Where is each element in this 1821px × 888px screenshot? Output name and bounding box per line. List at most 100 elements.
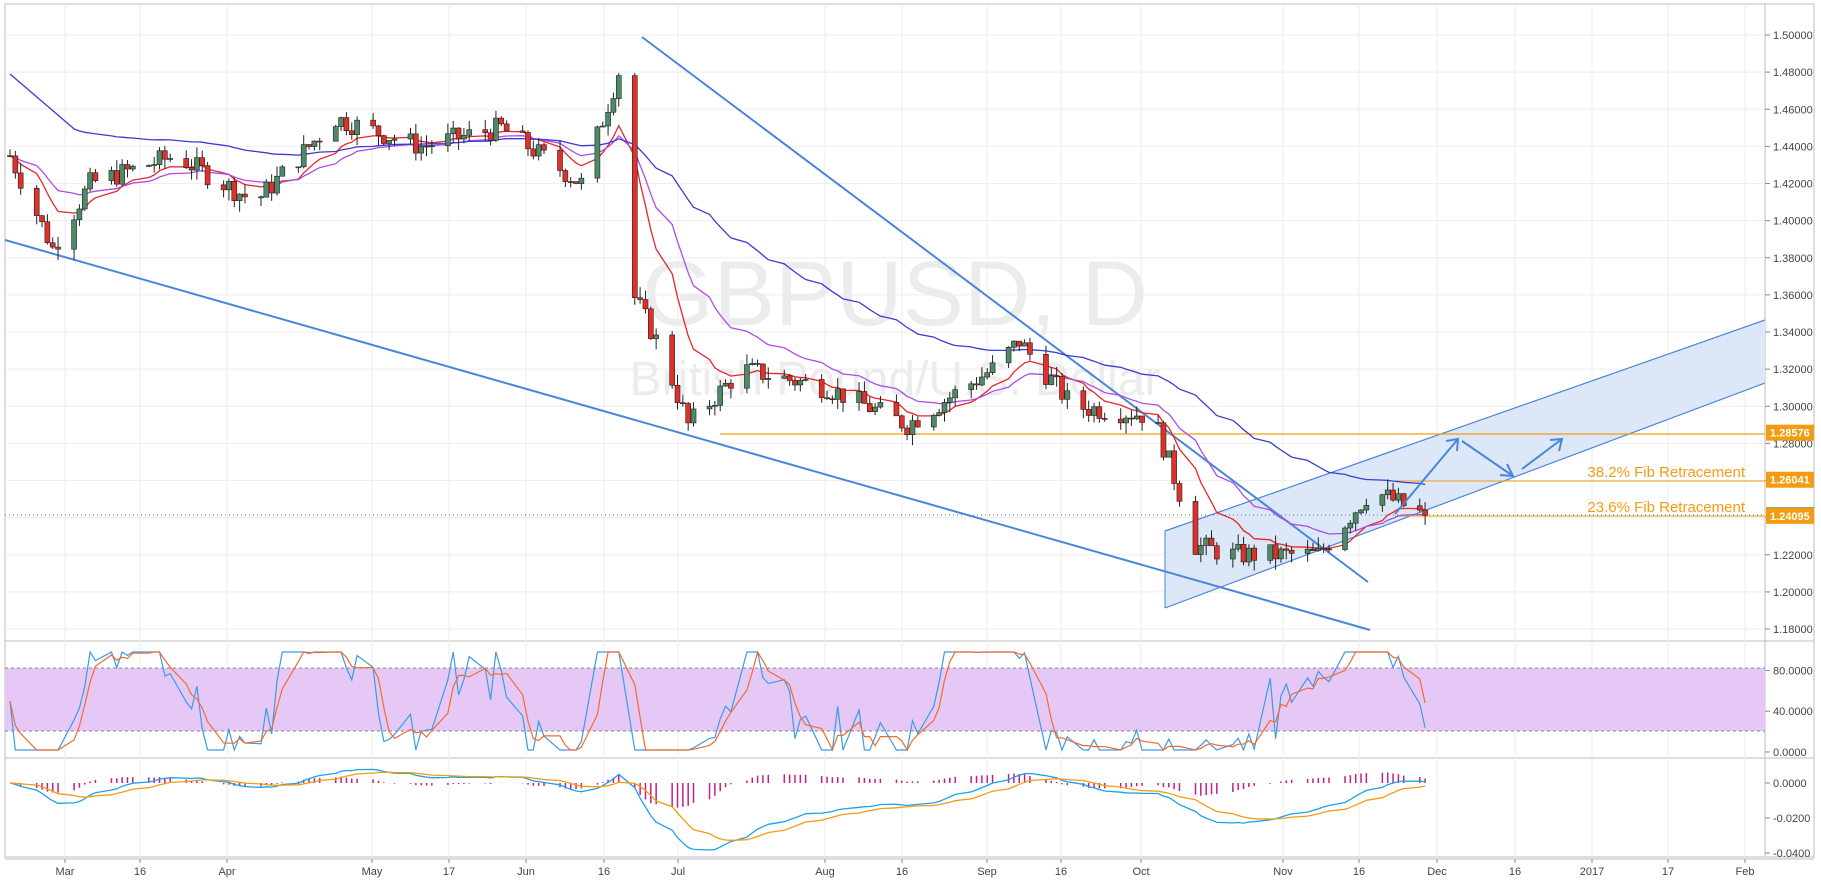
candle-body: [199, 157, 206, 166]
time-tick-label: Mar: [56, 866, 75, 878]
time-tick-label: Sep: [977, 866, 997, 878]
time-tick-label: 17: [443, 866, 455, 878]
candle-body: [1384, 489, 1391, 496]
candle-body: [1133, 415, 1140, 420]
candle-body: [311, 140, 318, 147]
candle-body: [519, 130, 526, 133]
time-tick-label: 16: [134, 866, 146, 878]
candle-body: [76, 208, 83, 221]
candle-body: [423, 145, 430, 148]
candle-body: [856, 391, 862, 403]
candle-body: [1155, 422, 1161, 424]
rsi-band: [5, 668, 1765, 731]
candle-body: [380, 135, 387, 144]
candle-body: [1320, 548, 1327, 550]
candle-body: [343, 117, 350, 132]
projection-arrow-down: [1461, 440, 1514, 477]
candle-body: [1139, 415, 1145, 423]
candle-body: [413, 133, 419, 154]
candle-body: [386, 139, 392, 144]
candle-body: [1310, 548, 1316, 551]
candle-body: [1422, 509, 1428, 516]
candle-body: [872, 406, 878, 413]
candle-body: [685, 403, 691, 424]
candle-body: [167, 158, 173, 160]
candle-body: [7, 155, 13, 157]
stoch-d-line: [9, 650, 1426, 752]
candle-body: [146, 165, 152, 167]
candle-body: [263, 181, 270, 198]
candle-body: [87, 172, 93, 190]
candle-body: [866, 403, 873, 413]
candle-body: [33, 187, 40, 216]
candle-body: [1416, 505, 1423, 511]
candle-body: [605, 111, 611, 127]
candle-body: [690, 408, 697, 424]
candle-body: [1272, 544, 1279, 560]
time-tick-label: 16: [1509, 866, 1521, 878]
candle-body: [1203, 537, 1209, 546]
time-tick-label: Oct: [1132, 866, 1149, 878]
candle-body: [1283, 548, 1290, 551]
candle-body: [466, 129, 473, 136]
candle-body: [1171, 450, 1177, 484]
candle-body: [1251, 547, 1258, 561]
time-tick-label: Feb: [1736, 866, 1755, 878]
candle-body: [92, 172, 99, 182]
candle-body: [300, 144, 307, 168]
candle-body: [1096, 406, 1103, 419]
candle-body: [754, 363, 761, 365]
candle-body: [71, 219, 77, 250]
candle-body: [1267, 544, 1274, 561]
rsi-tick-label: 80.0000: [1773, 665, 1813, 677]
candle-body: [1246, 547, 1252, 563]
candle-body: [1235, 544, 1241, 550]
time-tick-label: 16: [598, 866, 610, 878]
candle-body: [1027, 342, 1033, 355]
rsi-tick-label: 0.0000: [1773, 747, 1807, 759]
candle-body: [1059, 376, 1065, 400]
candle-body: [749, 363, 756, 365]
candle-body: [728, 383, 734, 389]
candle-body: [242, 193, 248, 198]
projection-arrow-up-2: [1521, 438, 1563, 470]
candle-body: [1016, 340, 1023, 347]
candle-body: [194, 157, 200, 171]
time-tick-label: Jul: [671, 866, 685, 878]
rsi-lines: [9, 650, 1426, 752]
candle-body: [370, 119, 376, 127]
price-pane: [5, 36, 1765, 631]
candle-body: [418, 146, 424, 154]
candle-body: [332, 126, 339, 142]
candle-body: [1363, 505, 1370, 511]
candle-body: [1208, 537, 1215, 547]
candle-body: [1165, 450, 1172, 458]
candle-body: [824, 397, 830, 400]
candle-body: [1192, 501, 1199, 555]
candle-body: [156, 150, 163, 165]
price-tag-bg: [1766, 507, 1814, 524]
candle-body: [914, 420, 921, 428]
candle-body: [717, 385, 724, 406]
candle-body: [55, 246, 61, 250]
candle-body: [909, 420, 916, 435]
price-tick-label: 1.30000: [1773, 401, 1813, 413]
candle-body: [49, 242, 56, 248]
macd-line: [9, 768, 1426, 851]
candle-body: [226, 181, 232, 191]
candle-body: [391, 138, 398, 141]
candle-body: [450, 127, 457, 135]
candle-body: [931, 415, 937, 428]
candles: [7, 72, 1428, 571]
candle-body: [781, 375, 788, 379]
price-tick-label: 1.48000: [1773, 67, 1813, 79]
price-tick-label: 1.50000: [1773, 30, 1813, 42]
candle-body: [530, 148, 537, 157]
candle-body: [578, 177, 585, 184]
candle-body: [984, 372, 991, 378]
candle-body: [562, 170, 569, 182]
candle-body: [818, 379, 825, 398]
candle-body: [989, 362, 996, 373]
candle-body: [1091, 406, 1097, 416]
